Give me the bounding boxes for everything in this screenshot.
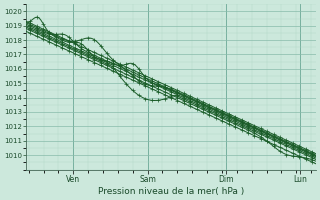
X-axis label: Pression niveau de la mer( hPa ): Pression niveau de la mer( hPa ) [98, 187, 244, 196]
